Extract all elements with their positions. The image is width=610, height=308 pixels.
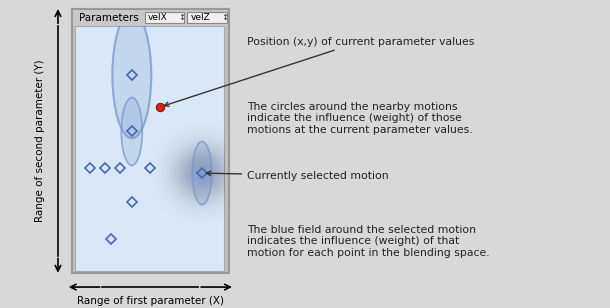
- Text: Position (x,y) of current parameter values: Position (x,y) of current parameter valu…: [164, 37, 475, 106]
- Text: The circles around the nearby motions
indicate the influence (weight) of those
m: The circles around the nearby motions in…: [247, 102, 473, 135]
- Text: Range of first parameter (X): Range of first parameter (X): [77, 296, 224, 306]
- Bar: [72, 9, 229, 273]
- Text: Parameters: Parameters: [79, 13, 139, 23]
- Ellipse shape: [112, 12, 151, 138]
- Text: velZ: velZ: [190, 13, 210, 22]
- Bar: [75, 26, 224, 271]
- Text: ↕: ↕: [178, 13, 185, 22]
- Text: velX: velX: [148, 13, 167, 22]
- Bar: [72, 9, 229, 26]
- Bar: [72, 9, 229, 273]
- Text: Range of second parameter (Y): Range of second parameter (Y): [35, 59, 45, 222]
- Ellipse shape: [192, 142, 212, 205]
- Text: The blue field around the selected motion
indicates the influence (weight) of th: The blue field around the selected motio…: [247, 225, 490, 258]
- Text: ↕: ↕: [221, 13, 228, 22]
- Text: Currently selected motion: Currently selected motion: [206, 171, 389, 180]
- FancyBboxPatch shape: [145, 12, 184, 23]
- Ellipse shape: [121, 98, 142, 165]
- FancyBboxPatch shape: [187, 12, 227, 23]
